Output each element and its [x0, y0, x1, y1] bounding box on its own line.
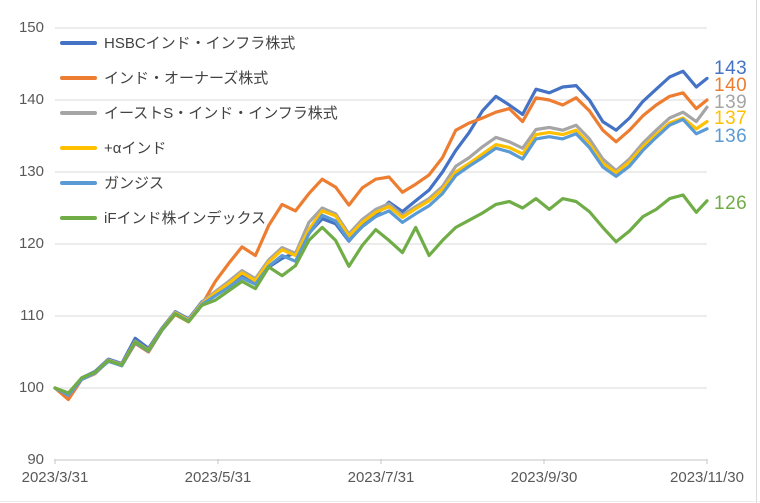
- legend-label: ガンジス: [104, 175, 165, 192]
- legend-item: iFインド株インデックス: [60, 200, 338, 235]
- legend-item: +αインド: [60, 130, 338, 165]
- y-axis-tick-label: 150: [18, 19, 44, 36]
- series-end-value-label: 136: [714, 126, 748, 147]
- right-edge-divider: [756, 0, 757, 503]
- legend-label: iFインド株インデックス: [104, 210, 267, 227]
- series-end-value-label: 140: [714, 75, 748, 96]
- y-axis-tick-label: 100: [18, 379, 44, 396]
- legend-line-swatch: [60, 145, 97, 150]
- legend-item: HSBCインド・インフラ株式: [60, 25, 338, 60]
- series-end-value-label: 139: [714, 92, 748, 113]
- x-axis-tick-label: 2023/9/30: [510, 469, 578, 486]
- legend-item: イーストS・インド・インフラ株式: [60, 95, 338, 130]
- legend-label: インド・オーナーズ株式: [104, 70, 269, 87]
- legend-label: HSBCインド・インフラ株式: [104, 35, 296, 52]
- x-axis-tick-label: 2023/11/30: [670, 469, 744, 486]
- legend-item: ガンジス: [60, 165, 338, 200]
- legend-line-swatch: [60, 215, 97, 220]
- legend-item: インド・オーナーズ株式: [60, 60, 338, 95]
- x-axis-tick-label: 2023/5/31: [184, 469, 252, 486]
- legend-label: +αインド: [104, 140, 167, 157]
- x-axis-tick-label: 2023/7/31: [347, 469, 415, 486]
- legend-label: イーストS・インド・インフラ株式: [104, 105, 338, 122]
- y-axis-tick-label: 120: [18, 235, 44, 252]
- chart-legend: HSBCインド・インフラ株式 インド・オーナーズ株式イーストS・インド・インフラ株…: [60, 25, 338, 235]
- y-axis-tick-label: 90: [27, 451, 44, 468]
- legend-line-swatch: [60, 110, 97, 115]
- series-end-value-label: 126: [714, 193, 748, 214]
- legend-line-swatch: [60, 75, 97, 80]
- y-axis-tick-label: 140: [18, 91, 44, 108]
- series-end-value-label: 143: [714, 58, 748, 79]
- y-axis-tick-label: 130: [18, 163, 44, 180]
- bottom-edge-divider: [0, 501, 760, 502]
- legend-line-swatch: [60, 40, 97, 45]
- series-end-value-label: 137: [714, 108, 748, 129]
- y-axis-tick-label: 110: [20, 307, 44, 324]
- x-axis-tick-label: 2023/3/31: [21, 469, 89, 486]
- legend-line-swatch: [60, 180, 97, 185]
- series-line-126: [53, 193, 709, 395]
